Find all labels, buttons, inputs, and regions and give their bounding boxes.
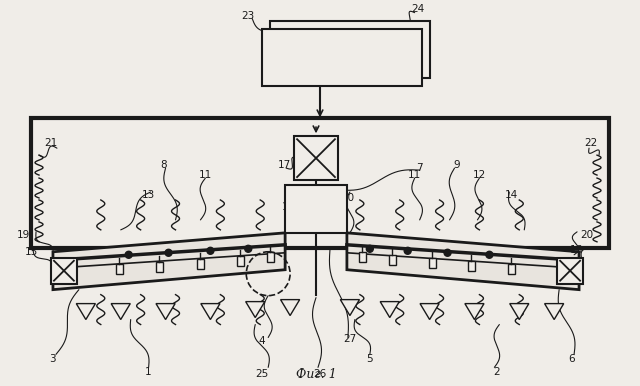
Text: 27: 27	[343, 335, 356, 344]
Circle shape	[244, 245, 252, 252]
Bar	[267, 252, 274, 262]
Text: 18: 18	[282, 202, 295, 212]
Polygon shape	[420, 304, 439, 320]
Polygon shape	[340, 300, 360, 316]
Bar	[508, 264, 515, 274]
Bar	[388, 255, 396, 265]
Text: 14: 14	[505, 190, 518, 200]
Text: 10: 10	[289, 193, 301, 203]
Text: 24: 24	[411, 3, 424, 14]
Text: Фиг. 1: Фиг. 1	[296, 368, 337, 381]
Text: 11: 11	[199, 170, 212, 180]
Text: 5: 5	[367, 354, 373, 364]
Bar	[294, 136, 338, 180]
Bar	[198, 259, 204, 269]
Text: 12: 12	[473, 170, 486, 180]
Polygon shape	[347, 233, 579, 290]
Bar	[429, 258, 436, 268]
Text: 26: 26	[314, 369, 326, 379]
Polygon shape	[509, 304, 529, 320]
Text: 22: 22	[584, 138, 598, 148]
Polygon shape	[76, 304, 95, 320]
Bar	[468, 261, 476, 271]
Bar	[557, 258, 583, 284]
Circle shape	[207, 247, 214, 254]
Bar	[156, 262, 163, 272]
Bar	[116, 264, 123, 274]
Circle shape	[486, 251, 493, 258]
Text: 9: 9	[453, 160, 460, 170]
Text: 8: 8	[160, 160, 167, 170]
Polygon shape	[156, 304, 175, 320]
Circle shape	[404, 247, 411, 254]
Bar	[51, 258, 77, 284]
Polygon shape	[201, 304, 220, 320]
Polygon shape	[111, 304, 131, 320]
Polygon shape	[380, 301, 399, 318]
Bar	[237, 256, 244, 266]
Text: 23: 23	[242, 11, 255, 20]
Text: 21: 21	[44, 138, 58, 148]
Text: 15: 15	[24, 247, 38, 257]
Text: 13: 13	[142, 190, 156, 200]
Text: 25: 25	[255, 369, 269, 379]
Text: 7: 7	[417, 163, 423, 173]
Polygon shape	[465, 304, 484, 320]
Polygon shape	[53, 233, 285, 290]
Bar	[285, 185, 347, 233]
Circle shape	[165, 249, 172, 256]
Text: 6: 6	[568, 354, 575, 364]
Text: 1: 1	[145, 367, 152, 378]
Circle shape	[444, 249, 451, 256]
Text: 10: 10	[341, 193, 355, 203]
Polygon shape	[280, 300, 300, 316]
Polygon shape	[246, 301, 265, 318]
Bar	[31, 118, 609, 248]
Text: 17: 17	[278, 160, 291, 170]
Bar	[359, 252, 366, 262]
Bar	[262, 29, 422, 86]
Bar	[270, 20, 429, 78]
Text: 16: 16	[570, 245, 582, 255]
Text: 4: 4	[259, 337, 266, 347]
Circle shape	[366, 245, 373, 252]
Polygon shape	[545, 304, 564, 320]
Text: 3: 3	[50, 354, 56, 364]
Text: 20: 20	[580, 230, 593, 240]
Text: 11: 11	[408, 170, 421, 180]
Text: 19: 19	[17, 230, 29, 240]
Text: 2: 2	[493, 367, 500, 378]
Circle shape	[125, 251, 132, 258]
